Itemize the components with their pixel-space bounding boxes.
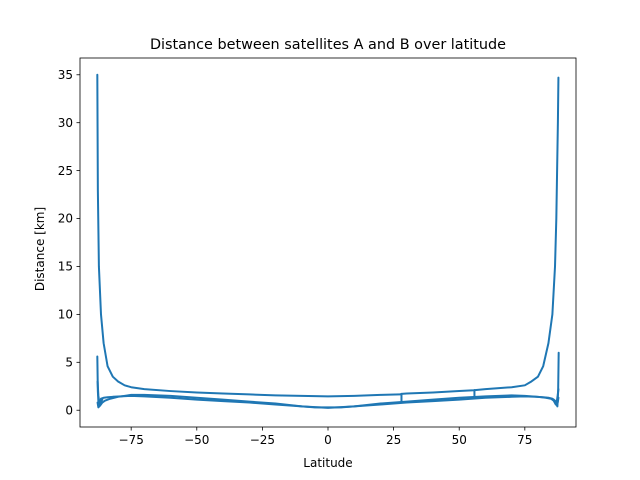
y-tick-label: 30	[58, 116, 73, 130]
y-tick-label: 10	[58, 308, 73, 322]
y-axis-label: Distance [km]	[33, 207, 47, 291]
series-line-5	[552, 388, 560, 406]
x-tick-label: −25	[250, 433, 275, 447]
series-line-4	[96, 380, 104, 406]
chart-title: Distance between satellites A and B over…	[150, 37, 506, 53]
x-axis-label: Latitude	[303, 456, 352, 470]
x-tick-label: 25	[386, 433, 401, 447]
y-tick-label: 0	[65, 403, 73, 417]
y-tick-label: 35	[58, 68, 73, 82]
series-line-3	[96, 351, 560, 409]
x-tick-label: −75	[119, 433, 144, 447]
y-tick-label: 20	[58, 212, 73, 226]
y-tick-label: 5	[65, 356, 73, 370]
y-tick-label: 25	[58, 164, 73, 178]
y-tick-label: 15	[58, 260, 73, 274]
x-tick-label: −50	[184, 433, 209, 447]
x-tick-label: 0	[324, 433, 332, 447]
y-axis-ticks: 0 5 10 15 20 25 30 35	[58, 68, 80, 417]
plot-lines	[96, 73, 560, 409]
x-tick-label: 75	[517, 433, 532, 447]
x-axis-ticks: −75 −50 −25 0 25 50 75	[119, 427, 532, 447]
x-tick-label: 50	[452, 433, 467, 447]
series-line-1	[96, 73, 560, 398]
